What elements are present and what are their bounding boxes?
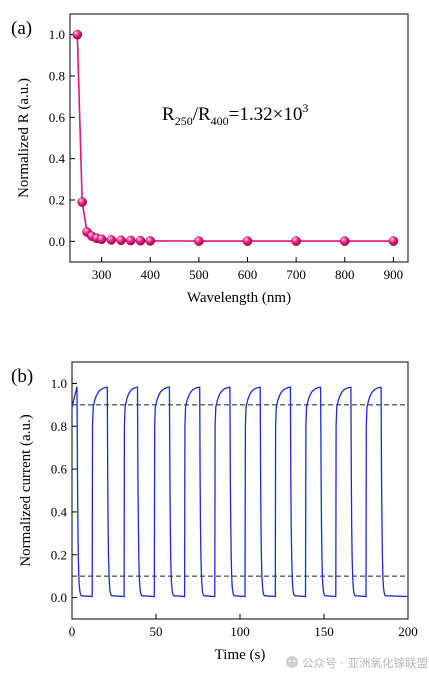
panel-a-data-point: [125, 235, 136, 246]
panel-b-plot-frame: [71, 361, 409, 620]
panel-b-x-tick-label: 150: [314, 624, 334, 639]
panel-a-x-tick-label: 300: [92, 267, 112, 282]
wechat-icon-eye: [288, 660, 291, 662]
panel-b-y-tick-label: 1.0: [51, 376, 67, 391]
panel-a-data-point: [388, 236, 399, 246]
panel-b-y-tick-label: 0.8: [51, 419, 67, 434]
panel-b-panel-label: (b): [11, 366, 33, 387]
panel-a-data-point: [291, 236, 301, 246]
panel-a-series-line: [76, 34, 394, 242]
panel-a-x-tick-label: 900: [384, 267, 404, 282]
panel-b-y-tick-label: 0.2: [51, 547, 67, 562]
panel-a-y-axis-label: Normalized R (a.u.): [16, 78, 32, 198]
panel-a-plot-frame: [69, 13, 409, 263]
panel-a-data-point: [135, 235, 146, 246]
panel-a-x-tick-label: 700: [286, 267, 306, 282]
panel-b-chart: 0 50 100 150 200 0.0 0.2 0.4 0.6 0.8 1.0 Time (s) No…: [11, 361, 418, 663]
panel-a-data-point: [77, 197, 87, 207]
panel-b-x-tick-label: 50: [150, 624, 163, 639]
panel-a-data-point: [96, 234, 107, 245]
panel-a-y-tick-label: 0.2: [49, 193, 65, 208]
panel-a-data-point: [145, 236, 156, 246]
panel-a-x-tick-label: 600: [238, 267, 258, 282]
panel-b-x-tick-label: 100: [230, 624, 250, 639]
panel-b-x-axis-label: Time (s): [215, 647, 266, 663]
panel-a-data-point: [194, 236, 204, 246]
panel-a-x-tick-label: 500: [189, 267, 209, 282]
panel-a-y-tick-label: 1.0: [49, 27, 65, 42]
panel-a-annotation: R250/R400=1.32×103: [162, 101, 308, 128]
watermark: 公众号 · 亚洲氧化镓联盟: [286, 656, 428, 670]
panel-b-y-tick-label: 0.0: [51, 590, 67, 605]
panel-a-y-tick-label: 0.6: [49, 110, 66, 125]
panel-a-x-tick-label: 800: [335, 267, 355, 282]
panel-b-x-tick-label: 0: [69, 624, 76, 639]
panel-a-y-tick-label: 0.8: [49, 69, 65, 84]
panel-b-y-tick-label: 0.4: [51, 504, 68, 519]
wechat-icon-eye: [293, 660, 296, 662]
panel-b-x-tick-label: 200: [398, 624, 418, 639]
panel-a-y-tick-label: 0.0: [49, 234, 65, 249]
panel-a-data-point: [116, 235, 126, 246]
watermark-text: 公众号 · 亚洲氧化镓联盟: [302, 656, 428, 670]
panel-a-data-point: [72, 29, 83, 40]
wechat-icon: [286, 656, 298, 668]
panel-b-y-axis-label: Normalized current (a.u.): [18, 414, 34, 566]
panel-a-chart: 300 400 500 600 700 800 900 0.0 0.2 0.4 0.6 0.8 1.0 W…: [11, 13, 409, 306]
panel-a-data-point: [106, 235, 117, 245]
panel-b-series-line: [71, 386, 408, 598]
panel-a-y-tick-label: 0.4: [49, 151, 66, 166]
panel-a-data-point: [339, 236, 350, 246]
panel-a-data-point: [242, 236, 253, 246]
panel-a-x-axis-label: Wavelength (nm): [187, 290, 291, 306]
panel-a-x-tick-label: 400: [140, 267, 160, 282]
panel-a-panel-label: (a): [11, 18, 32, 39]
panel-b-y-tick-label: 0.6: [51, 462, 68, 477]
